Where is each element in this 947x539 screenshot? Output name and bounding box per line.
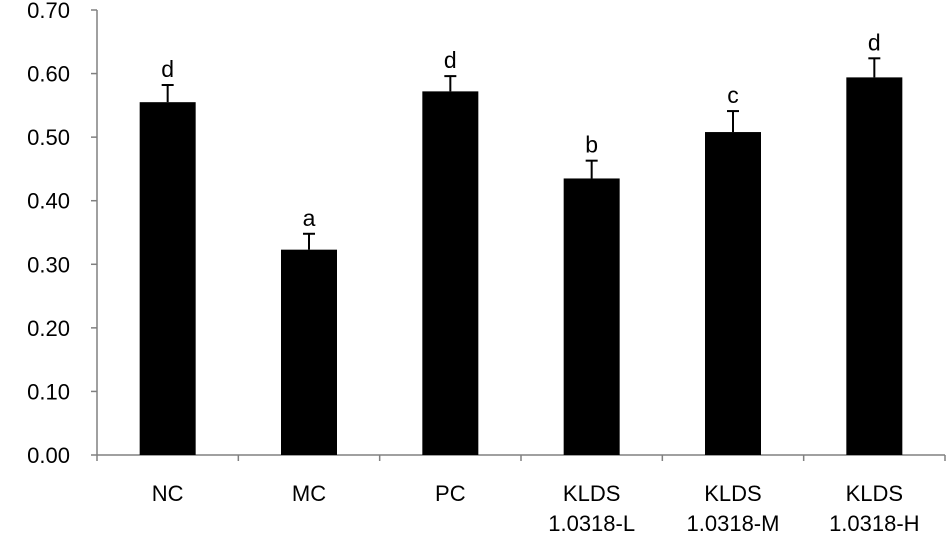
x-category-label: PC	[435, 481, 466, 506]
x-category-label: KLDS	[563, 481, 620, 506]
y-tick-label: 0.40	[27, 189, 70, 214]
axis-layer	[96, 10, 945, 456]
bar	[563, 178, 620, 455]
y-tick-label: 0.50	[27, 125, 70, 150]
bar	[705, 132, 761, 456]
significance-label: a	[303, 205, 316, 231]
bar	[139, 102, 196, 455]
x-category-label: MC	[292, 481, 326, 506]
x-category-label: KLDS	[704, 481, 761, 506]
significance-label: b	[585, 132, 598, 158]
bar	[281, 249, 337, 455]
y-tick-label: 0.10	[27, 379, 70, 404]
x-category-label: KLDS	[846, 481, 903, 506]
y-tick-label: 0.60	[27, 62, 70, 87]
bar	[422, 91, 479, 455]
y-tick-label: 0.00	[27, 443, 70, 468]
error-bars	[161, 57, 881, 250]
x-category-label: NC	[152, 481, 184, 506]
bar	[846, 77, 903, 455]
bars	[139, 77, 903, 456]
y-tick-label: 0.30	[27, 252, 70, 277]
y-tick-label: 0.20	[27, 316, 70, 341]
x-category-label: 1.0318-L	[548, 511, 635, 536]
significance-label: d	[868, 29, 881, 55]
significance-label: c	[727, 82, 739, 108]
x-category-label: 1.0318-H	[829, 511, 920, 536]
y-tick-label: 0.70	[27, 0, 70, 23]
significance-letters: d a d b c d	[161, 29, 880, 230]
y-axis-ticks: 0.00 0.10 0.20 0.30 0.40 0.50 0.60 0.70	[27, 0, 946, 468]
x-axis-labels: NC MC PC KLDS 1.0318-L KLDS 1.0318-M KLDS 1.0318…	[152, 481, 920, 536]
x-category-label: 1.0318-M	[687, 511, 780, 536]
significance-label: d	[444, 47, 457, 73]
significance-label: d	[161, 56, 174, 82]
